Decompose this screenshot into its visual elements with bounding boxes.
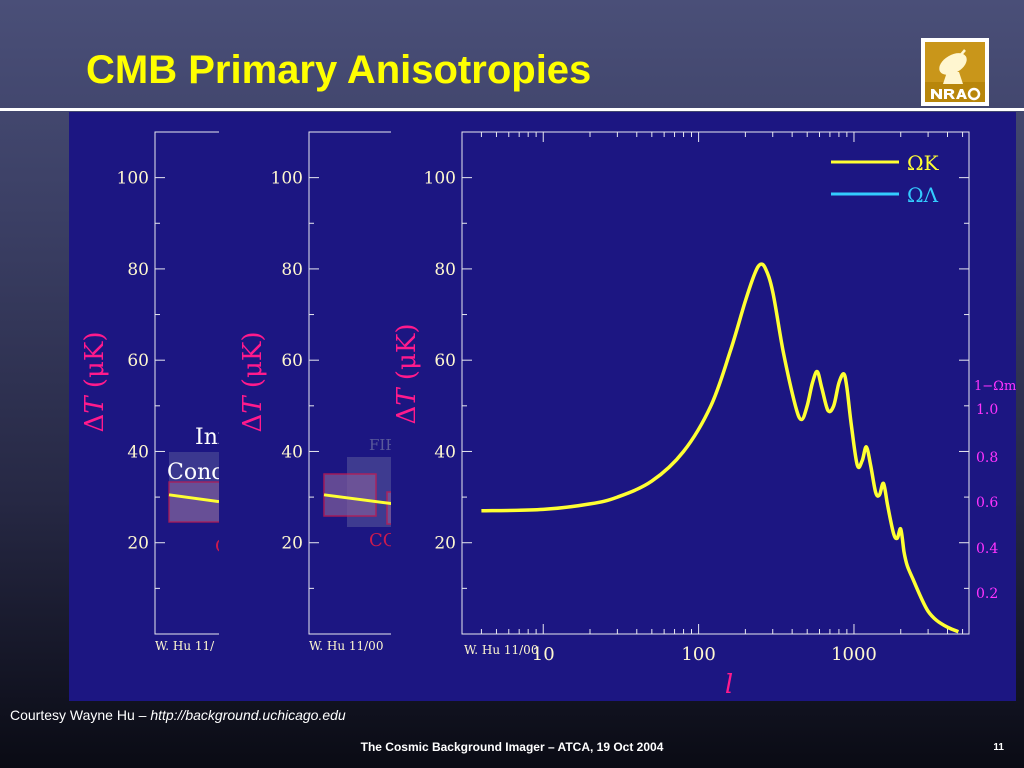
right-axis-tick-1: 0.8 bbox=[976, 450, 998, 466]
middle-panel-ytick-label-60: 60 bbox=[281, 351, 303, 371]
nrao-logo-icon bbox=[925, 42, 985, 102]
main-panel-xtick-label-10: 10 bbox=[532, 644, 555, 665]
slide-title: CMB Primary Anisotropies bbox=[86, 48, 592, 92]
main-panel-ylabel: ΔT (μK) bbox=[392, 324, 422, 425]
main-panel-ytick-label-60: 60 bbox=[434, 351, 456, 371]
right-axis-tick-3: 0.4 bbox=[976, 541, 998, 557]
region-box-b2 bbox=[386, 491, 391, 525]
main-panel-credit: W. Hu 11/00 bbox=[464, 643, 538, 657]
middle-panel-credit: W. Hu 11/00 bbox=[309, 639, 383, 653]
legend-label-omega-lambda: ΩΛ bbox=[907, 183, 939, 207]
credit-prefix: Courtesy Wayne Hu – bbox=[10, 707, 151, 723]
main-panel-ytick-label-20: 20 bbox=[434, 534, 456, 554]
main-panel: 20 40 60 80 100 10 100 1000 ΔT (μK) l W. Hu 11/00 1… bbox=[392, 112, 1016, 701]
credit-url[interactable]: http://background.uchicago.edu bbox=[150, 707, 346, 723]
chart-panel: 20 40 60 80 100 ΔT (μK) Inf Conc C W. Hu 11/ 20 40… bbox=[69, 112, 1016, 701]
image-credit: Courtesy Wayne Hu – http://background.uc… bbox=[10, 707, 346, 723]
left-panel-ytick-label-60: 60 bbox=[127, 351, 149, 371]
cmb-chart-svg: 20 40 60 80 100 ΔT (μK) Inf Conc C W. Hu 11/ 20 40… bbox=[80, 112, 1016, 701]
left-panel-ytick-label-100: 100 bbox=[117, 169, 149, 189]
main-panel-xlabel: l bbox=[725, 670, 733, 700]
left-panel-annotation-2: Conc bbox=[167, 460, 224, 485]
right-axis-tick-0: 1.0 bbox=[976, 402, 998, 418]
left-partial-panel: 20 40 60 80 100 ΔT (μK) Inf Conc C W. Hu 11/ bbox=[80, 131, 229, 653]
legend-label-omega-k: ΩK bbox=[907, 151, 940, 175]
middle-panel-ytick-label-40: 40 bbox=[281, 442, 303, 462]
middle-panel-frame bbox=[308, 131, 391, 635]
main-panel-bg bbox=[392, 112, 1016, 701]
title-divider bbox=[0, 108, 1024, 111]
middle-panel-ytick-label-100: 100 bbox=[271, 169, 303, 189]
right-axis-tick-2: 0.6 bbox=[976, 495, 998, 511]
main-panel-frame bbox=[461, 131, 970, 635]
middle-panel-annotation-1: FIR bbox=[369, 436, 397, 454]
nrao-logo bbox=[921, 38, 989, 106]
left-panel-ytick-label-20: 20 bbox=[127, 534, 149, 554]
left-panel-ytick-label-80: 80 bbox=[127, 260, 149, 280]
main-panel-ytick-label-80: 80 bbox=[434, 260, 456, 280]
region-box-a bbox=[168, 481, 219, 523]
main-panel-xtick-label-1000: 1000 bbox=[831, 644, 877, 665]
middle-panel-ylabel: ΔT (μK) bbox=[238, 332, 268, 433]
page-number: 11 bbox=[993, 742, 1004, 753]
left-panel-ytick-label-40: 40 bbox=[127, 442, 149, 462]
right-axis-tick-4: 0.2 bbox=[976, 586, 998, 602]
left-panel-annotation-1: Inf bbox=[195, 425, 228, 450]
left-panel-ylabel: ΔT (μK) bbox=[80, 332, 110, 433]
middle-panel-ytick-label-20: 20 bbox=[281, 534, 303, 554]
main-panel-ytick-label-100: 100 bbox=[424, 169, 456, 189]
left-panel-credit: W. Hu 11/ bbox=[155, 639, 215, 653]
left-panel-frame bbox=[154, 131, 219, 635]
main-panel-curve-omega-k bbox=[481, 262, 960, 634]
main-panel-xtick-label-100: 100 bbox=[681, 644, 715, 665]
middle-panel-annotation-2: CO bbox=[369, 530, 398, 551]
middle-panel-ytick-label-80: 80 bbox=[281, 260, 303, 280]
left-panel-curve bbox=[168, 493, 219, 504]
middle-partial-panel: 20 40 60 80 100 ΔT (μK) FIR CO W. Hu 11/00 bbox=[238, 131, 398, 653]
left-panel-annotation-3: C bbox=[215, 536, 229, 557]
main-panel-ytick-label-40: 40 bbox=[434, 442, 456, 462]
right-axis-label: 1−Ωm bbox=[974, 379, 1016, 394]
slide-footer: The Cosmic Background Imager – ATCA, 19 … bbox=[360, 740, 664, 754]
middle-panel-curve bbox=[323, 493, 391, 506]
